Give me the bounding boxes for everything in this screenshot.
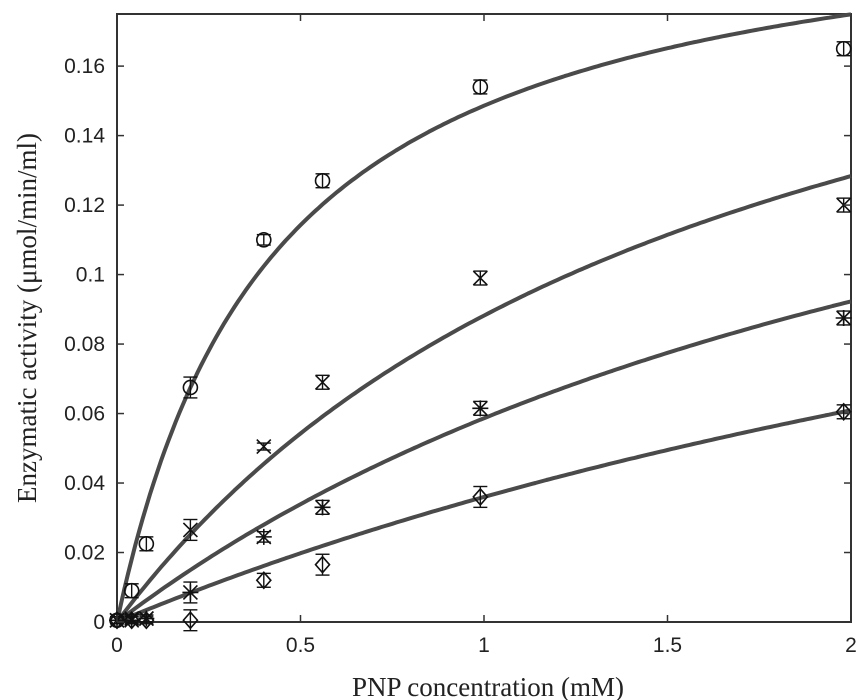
y-axis-label: Enzymatic activity (μmol/min/ml) — [12, 133, 42, 503]
y-tick-label: 0.12 — [64, 194, 105, 217]
fit-curve — [117, 410, 851, 622]
y-axis-ticks: 0 0.02 0.04 0.06 0.08 0.1 0.12 0.14 0.16 — [64, 55, 851, 634]
x-axis-ticks: 0 0.5 1 1.5 2 — [111, 14, 857, 657]
asterisk-marker — [836, 310, 852, 326]
x-tick-label: 1 — [478, 634, 490, 657]
asterisk-marker — [256, 529, 272, 545]
data-point — [316, 554, 330, 575]
x-marker — [257, 440, 271, 454]
y-tick-label: 0.08 — [64, 333, 105, 356]
y-tick-label: 0.02 — [64, 542, 105, 565]
x-tick-label: 2 — [845, 634, 857, 657]
data-point — [257, 440, 271, 454]
fit-curves — [117, 14, 851, 622]
x-tick-label: 1.5 — [653, 634, 682, 657]
data-point — [182, 582, 198, 603]
x-axis-label: PNP concentration (mM) — [352, 672, 624, 700]
asterisk-marker — [182, 584, 198, 600]
fit-curve — [117, 14, 851, 622]
data-point — [256, 529, 272, 545]
y-tick-label: 0.16 — [64, 55, 105, 78]
data-point — [125, 584, 139, 598]
y-tick-label: 0 — [93, 611, 105, 634]
data-point — [837, 42, 851, 56]
data-point — [472, 400, 488, 416]
data-point — [315, 499, 331, 515]
data-point — [139, 537, 153, 551]
y-tick-label: 0.1 — [76, 264, 105, 287]
fit-curve — [117, 301, 851, 622]
data-markers — [109, 42, 852, 631]
data-point — [257, 572, 271, 588]
x-tick-label: 0 — [111, 634, 123, 657]
data-point — [316, 375, 330, 389]
asterisk-marker — [315, 499, 331, 515]
data-point — [257, 233, 271, 247]
asterisk-marker — [472, 400, 488, 416]
x-tick-label: 0.5 — [286, 634, 315, 657]
data-point — [316, 174, 330, 188]
y-tick-label: 0.06 — [64, 403, 105, 426]
data-point — [183, 610, 197, 631]
fit-curve — [117, 176, 851, 622]
y-tick-label: 0.04 — [64, 472, 105, 495]
data-point — [473, 271, 487, 285]
data-point — [473, 80, 487, 94]
y-tick-label: 0.14 — [64, 125, 105, 148]
data-point — [836, 310, 852, 326]
